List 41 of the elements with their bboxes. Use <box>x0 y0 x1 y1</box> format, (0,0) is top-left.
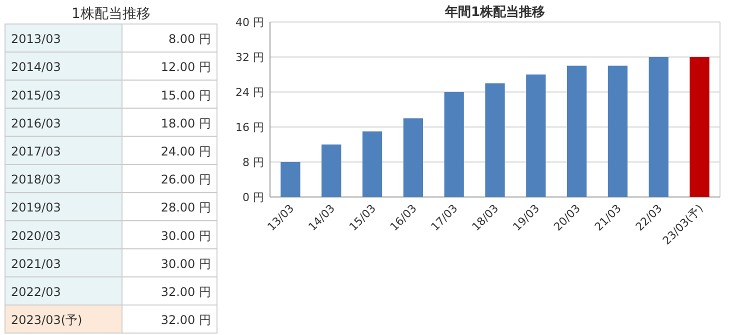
text: 26.00 円 <box>160 172 211 187</box>
text: 12.00 円 <box>160 60 211 74</box>
text: 15.00 円 <box>160 88 211 102</box>
text: 2018/03 <box>11 172 61 187</box>
text: 2014/03 <box>11 60 61 74</box>
text: 2019/03 <box>11 200 61 215</box>
y-tick-label: 24 円 <box>236 86 264 99</box>
text: 2013/03 <box>11 32 61 46</box>
text: 30.00 円 <box>160 228 211 243</box>
chart-title: 年間1株配当推移 <box>444 5 546 20</box>
text: 2015/03 <box>11 88 61 102</box>
y-tick-label: 40 円 <box>236 16 264 29</box>
text: 32.00 円 <box>160 313 211 328</box>
y-tick-label: 32 円 <box>236 51 264 64</box>
bar <box>280 162 300 197</box>
text: 1株配当推移 <box>72 6 150 22</box>
text: 2017/03 <box>11 144 61 158</box>
text: 8.00 円 <box>168 32 211 46</box>
text: 2022/03 <box>11 284 61 299</box>
text: 18.00 円 <box>160 116 211 130</box>
bar <box>403 118 423 197</box>
bar <box>444 92 464 197</box>
text: 30.00 円 <box>160 256 211 271</box>
y-tick-label: 8 円 <box>242 156 264 169</box>
bar <box>648 57 668 197</box>
text: 2021/03 <box>11 256 61 271</box>
text: 32.00 円 <box>160 284 211 299</box>
text: 2023/03(予) <box>11 313 82 328</box>
bar <box>485 83 505 197</box>
bar <box>690 57 710 197</box>
text: 24.00 円 <box>160 144 211 158</box>
bar <box>567 66 587 197</box>
bar <box>322 144 342 197</box>
y-tick-label: 16 円 <box>236 121 264 134</box>
bar <box>608 66 628 197</box>
text: 2020/03 <box>11 228 61 243</box>
y-tick-label: 0 円 <box>242 191 264 204</box>
text: 28.00 円 <box>160 200 211 215</box>
text: 2016/03 <box>11 116 61 130</box>
bar <box>362 131 382 197</box>
bar <box>526 74 546 197</box>
